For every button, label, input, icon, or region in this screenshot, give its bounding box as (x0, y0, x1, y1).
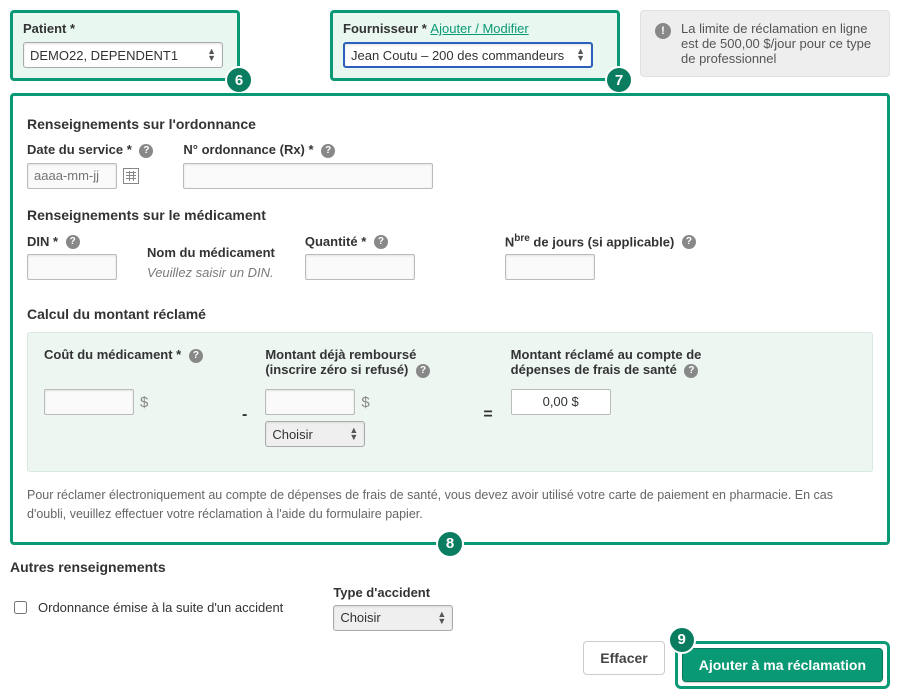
claim-note: Pour réclamer électroniquement au compte… (27, 486, 873, 524)
chevron-updown-icon: ▲▼ (349, 427, 358, 441)
supplier-select-value: Jean Coutu – 200 des commandeurs (351, 48, 564, 63)
chevron-updown-icon: ▲▼ (207, 48, 216, 62)
clear-button[interactable]: Effacer (583, 641, 664, 675)
calendar-icon[interactable] (123, 168, 139, 184)
prescription-panel: Renseignements sur l'ordonnance Date du … (10, 93, 890, 545)
dollar-sign: $ (140, 394, 148, 411)
help-icon[interactable]: ? (66, 235, 80, 249)
help-icon[interactable]: ? (682, 235, 696, 249)
qty-field: Quantité * ? (305, 234, 415, 281)
patient-label: Patient * (23, 21, 227, 36)
patient-select-value: DEMO22, DEPENDENT1 (30, 48, 178, 63)
qty-label: Quantité * (305, 234, 366, 249)
med-section-title: Renseignements sur le médicament (27, 207, 873, 223)
accident-checkbox[interactable] (14, 601, 27, 614)
step-badge-6: 6 (225, 66, 253, 94)
accident-type-value: Choisir (340, 610, 380, 625)
help-icon[interactable]: ? (374, 235, 388, 249)
rx-number-field: N° ordonnance (Rx) * ? (183, 142, 433, 189)
help-icon[interactable]: ? (684, 364, 698, 378)
equals-operator: = (483, 406, 492, 424)
help-icon[interactable]: ? (321, 144, 335, 158)
service-date-input[interactable] (27, 163, 117, 189)
supplier-block: Fournisseur * Ajouter / Modifier Jean Co… (330, 10, 620, 81)
service-date-field: Date du service * ? (27, 142, 153, 189)
help-icon[interactable]: ? (416, 364, 430, 378)
med-name-label: Nom du médicament (147, 245, 275, 260)
rx-number-label: N° ordonnance (Rx) * (183, 142, 313, 157)
calc-section-title: Calcul du montant réclamé (27, 306, 873, 322)
step-badge-8: 8 (436, 530, 464, 558)
reimbursed-select[interactable]: Choisir ▲▼ (265, 421, 365, 447)
patient-block: Patient * DEMO22, DEPENDENT1 ▲▼ 6 (10, 10, 240, 81)
accident-checkbox-row: Ordonnance émise à la suite d'un acciden… (10, 598, 283, 617)
supplier-select[interactable]: Jean Coutu – 200 des commandeurs ▲▼ (343, 42, 593, 68)
reimbursed-input[interactable] (265, 389, 355, 415)
accident-type-label: Type d'accident (333, 585, 453, 600)
add-to-claim-button[interactable]: Ajouter à ma réclamation (682, 648, 883, 682)
other-section: Autres renseignements Ordonnance émise à… (10, 559, 890, 631)
service-date-label: Date du service * (27, 142, 132, 157)
help-icon[interactable]: ? (189, 349, 203, 363)
chevron-updown-icon: ▲▼ (576, 48, 585, 62)
days-label-sup: bre (514, 233, 530, 244)
days-label-pre: N (505, 234, 514, 249)
reimbursed-label: Montant déjà remboursé (inscrire zéro si… (265, 347, 416, 377)
cost-input[interactable] (44, 389, 134, 415)
calc-box: Coût du médicament * ? $ - Montant déjà … (27, 332, 873, 472)
chevron-updown-icon: ▲▼ (437, 611, 446, 625)
days-input[interactable] (505, 254, 595, 280)
med-name-field: Nom du médicament Veuillez saisir un DIN… (147, 245, 275, 280)
din-input[interactable] (27, 254, 117, 280)
info-icon: ! (655, 23, 671, 39)
cost-label: Coût du médicament * (44, 347, 181, 362)
din-label: DIN * (27, 234, 58, 249)
days-label-post: de jours (si applicable) (530, 234, 674, 249)
claimed-label: Montant réclamé au compte de dépenses de… (511, 347, 702, 377)
help-icon[interactable]: ? (139, 144, 153, 158)
supplier-add-edit-link[interactable]: Ajouter / Modifier (430, 21, 528, 36)
days-field: Nbre de jours (si applicable) ? (505, 233, 696, 281)
add-button-highlight: Ajouter à ma réclamation 9 (675, 641, 890, 689)
claimed-value: 0,00 $ (511, 389, 611, 415)
button-row: Effacer Ajouter à ma réclamation 9 (10, 641, 890, 689)
minus-operator: - (242, 406, 247, 424)
rx-section-title: Renseignements sur l'ordonnance (27, 116, 873, 132)
step-badge-9: 9 (668, 626, 696, 654)
accident-checkbox-label: Ordonnance émise à la suite d'un acciden… (38, 600, 283, 615)
supplier-label: Fournisseur * Ajouter / Modifier (343, 21, 607, 36)
qty-input[interactable] (305, 254, 415, 280)
dollar-sign: $ (361, 394, 369, 411)
limit-notice-text: La limite de réclamation en ligne est de… (681, 21, 875, 66)
limit-notice: ! La limite de réclamation en ligne est … (640, 10, 890, 77)
rx-number-input[interactable] (183, 163, 433, 189)
step-badge-7: 7 (605, 66, 633, 94)
accident-type-select[interactable]: Choisir ▲▼ (333, 605, 453, 631)
patient-select[interactable]: DEMO22, DEPENDENT1 ▲▼ (23, 42, 223, 68)
med-name-hint: Veuillez saisir un DIN. (147, 265, 275, 280)
reimbursed-select-value: Choisir (272, 427, 312, 442)
din-field: DIN * ? (27, 234, 117, 281)
other-section-title: Autres renseignements (10, 559, 890, 575)
